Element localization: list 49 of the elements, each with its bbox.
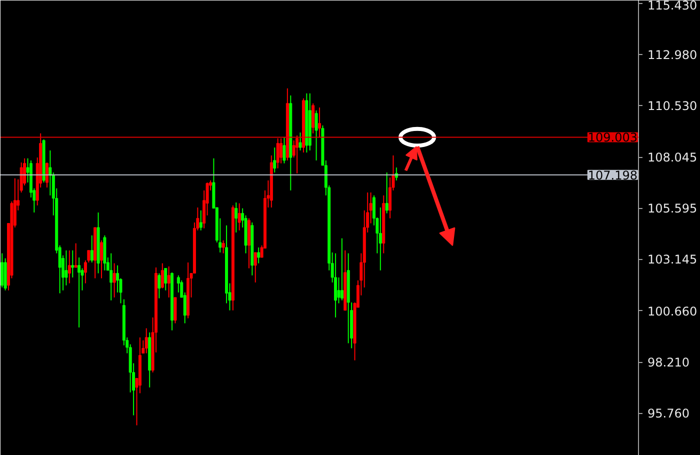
candlestick bbox=[296, 134, 299, 174]
candlestick bbox=[312, 102, 315, 134]
candlestick bbox=[385, 172, 388, 214]
y-tick-label: 98.210 bbox=[648, 356, 690, 370]
y-tick-label: 115.430 bbox=[648, 0, 698, 12]
candlestick bbox=[257, 246, 260, 264]
candlestick bbox=[337, 276, 340, 304]
candlestick bbox=[282, 137, 286, 164]
candlestick bbox=[199, 210, 202, 231]
candlestick bbox=[0, 252, 4, 288]
candlestick bbox=[167, 266, 170, 298]
ref-line-label: 107.198 bbox=[588, 168, 638, 182]
candlestick bbox=[234, 202, 238, 233]
candlestick bbox=[74, 242, 78, 268]
candlestick bbox=[238, 202, 241, 231]
candlestick bbox=[378, 206, 382, 271]
candlestick bbox=[45, 162, 48, 188]
candlestick bbox=[110, 252, 113, 301]
y-tick-label: 108.045 bbox=[648, 150, 698, 165]
candlestick bbox=[158, 272, 161, 299]
y-tick-label: 103.145 bbox=[648, 252, 698, 267]
candlestick bbox=[100, 240, 103, 279]
candlestick bbox=[276, 138, 280, 169]
candlestick bbox=[254, 252, 257, 283]
y-tick-label: 112.980 bbox=[648, 48, 698, 62]
candlestick bbox=[273, 147, 276, 174]
candlestick bbox=[298, 132, 302, 151]
candlestick bbox=[318, 107, 321, 138]
candlestick bbox=[71, 250, 74, 278]
candlestick bbox=[64, 250, 68, 286]
candlestick bbox=[90, 234, 94, 263]
ref-line-label: 109.003 bbox=[588, 130, 638, 145]
y-tick-label: 95.760 bbox=[648, 406, 690, 421]
candlestick bbox=[160, 262, 164, 289]
candlestick bbox=[164, 268, 168, 291]
candlestick bbox=[222, 240, 225, 254]
candlestick bbox=[68, 250, 71, 284]
y-tick-label: 100.660 bbox=[648, 304, 698, 318]
candlestick bbox=[280, 138, 283, 164]
y-tick-label: 110.530 bbox=[648, 98, 698, 113]
y-tick-label: 105.595 bbox=[648, 202, 698, 216]
candlestick bbox=[84, 260, 87, 284]
candlestick bbox=[174, 296, 177, 324]
candlestick bbox=[112, 262, 116, 298]
candlestick bbox=[144, 328, 148, 354]
candlestick bbox=[314, 110, 318, 161]
candlestick bbox=[78, 256, 81, 328]
candlestick bbox=[334, 252, 338, 318]
candlestick bbox=[340, 238, 344, 301]
